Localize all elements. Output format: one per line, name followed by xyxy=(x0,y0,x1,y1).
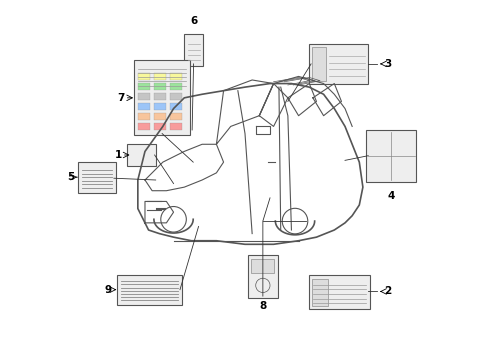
Bar xyxy=(170,103,182,110)
FancyBboxPatch shape xyxy=(127,144,156,166)
Bar xyxy=(170,73,182,80)
Text: 2: 2 xyxy=(384,287,392,296)
Bar xyxy=(138,73,150,80)
Bar xyxy=(138,83,150,90)
Text: 5: 5 xyxy=(67,172,74,182)
FancyBboxPatch shape xyxy=(367,130,416,182)
FancyBboxPatch shape xyxy=(78,162,116,193)
Text: 8: 8 xyxy=(259,301,267,311)
Text: 9: 9 xyxy=(105,285,112,295)
Text: 4: 4 xyxy=(388,191,395,201)
Bar xyxy=(154,93,167,100)
Bar xyxy=(138,113,150,120)
Bar xyxy=(312,279,328,306)
FancyBboxPatch shape xyxy=(184,33,203,66)
Bar xyxy=(170,113,182,120)
FancyBboxPatch shape xyxy=(248,255,278,298)
Text: 3: 3 xyxy=(384,59,392,69)
Bar xyxy=(170,93,182,100)
Bar xyxy=(154,83,167,90)
Bar xyxy=(170,123,182,130)
Bar xyxy=(170,83,182,90)
Text: 7: 7 xyxy=(117,93,124,103)
Bar xyxy=(138,103,150,110)
Text: 6: 6 xyxy=(190,17,197,26)
Bar xyxy=(154,113,167,120)
Bar xyxy=(154,73,167,80)
FancyBboxPatch shape xyxy=(134,60,190,135)
Text: 1: 1 xyxy=(115,150,122,160)
Bar xyxy=(138,123,150,130)
FancyBboxPatch shape xyxy=(118,275,182,305)
FancyBboxPatch shape xyxy=(309,275,370,309)
Bar xyxy=(251,258,274,273)
FancyBboxPatch shape xyxy=(309,44,368,84)
Bar xyxy=(154,103,167,110)
Bar xyxy=(312,47,326,81)
Bar xyxy=(138,93,150,100)
Bar xyxy=(154,123,167,130)
